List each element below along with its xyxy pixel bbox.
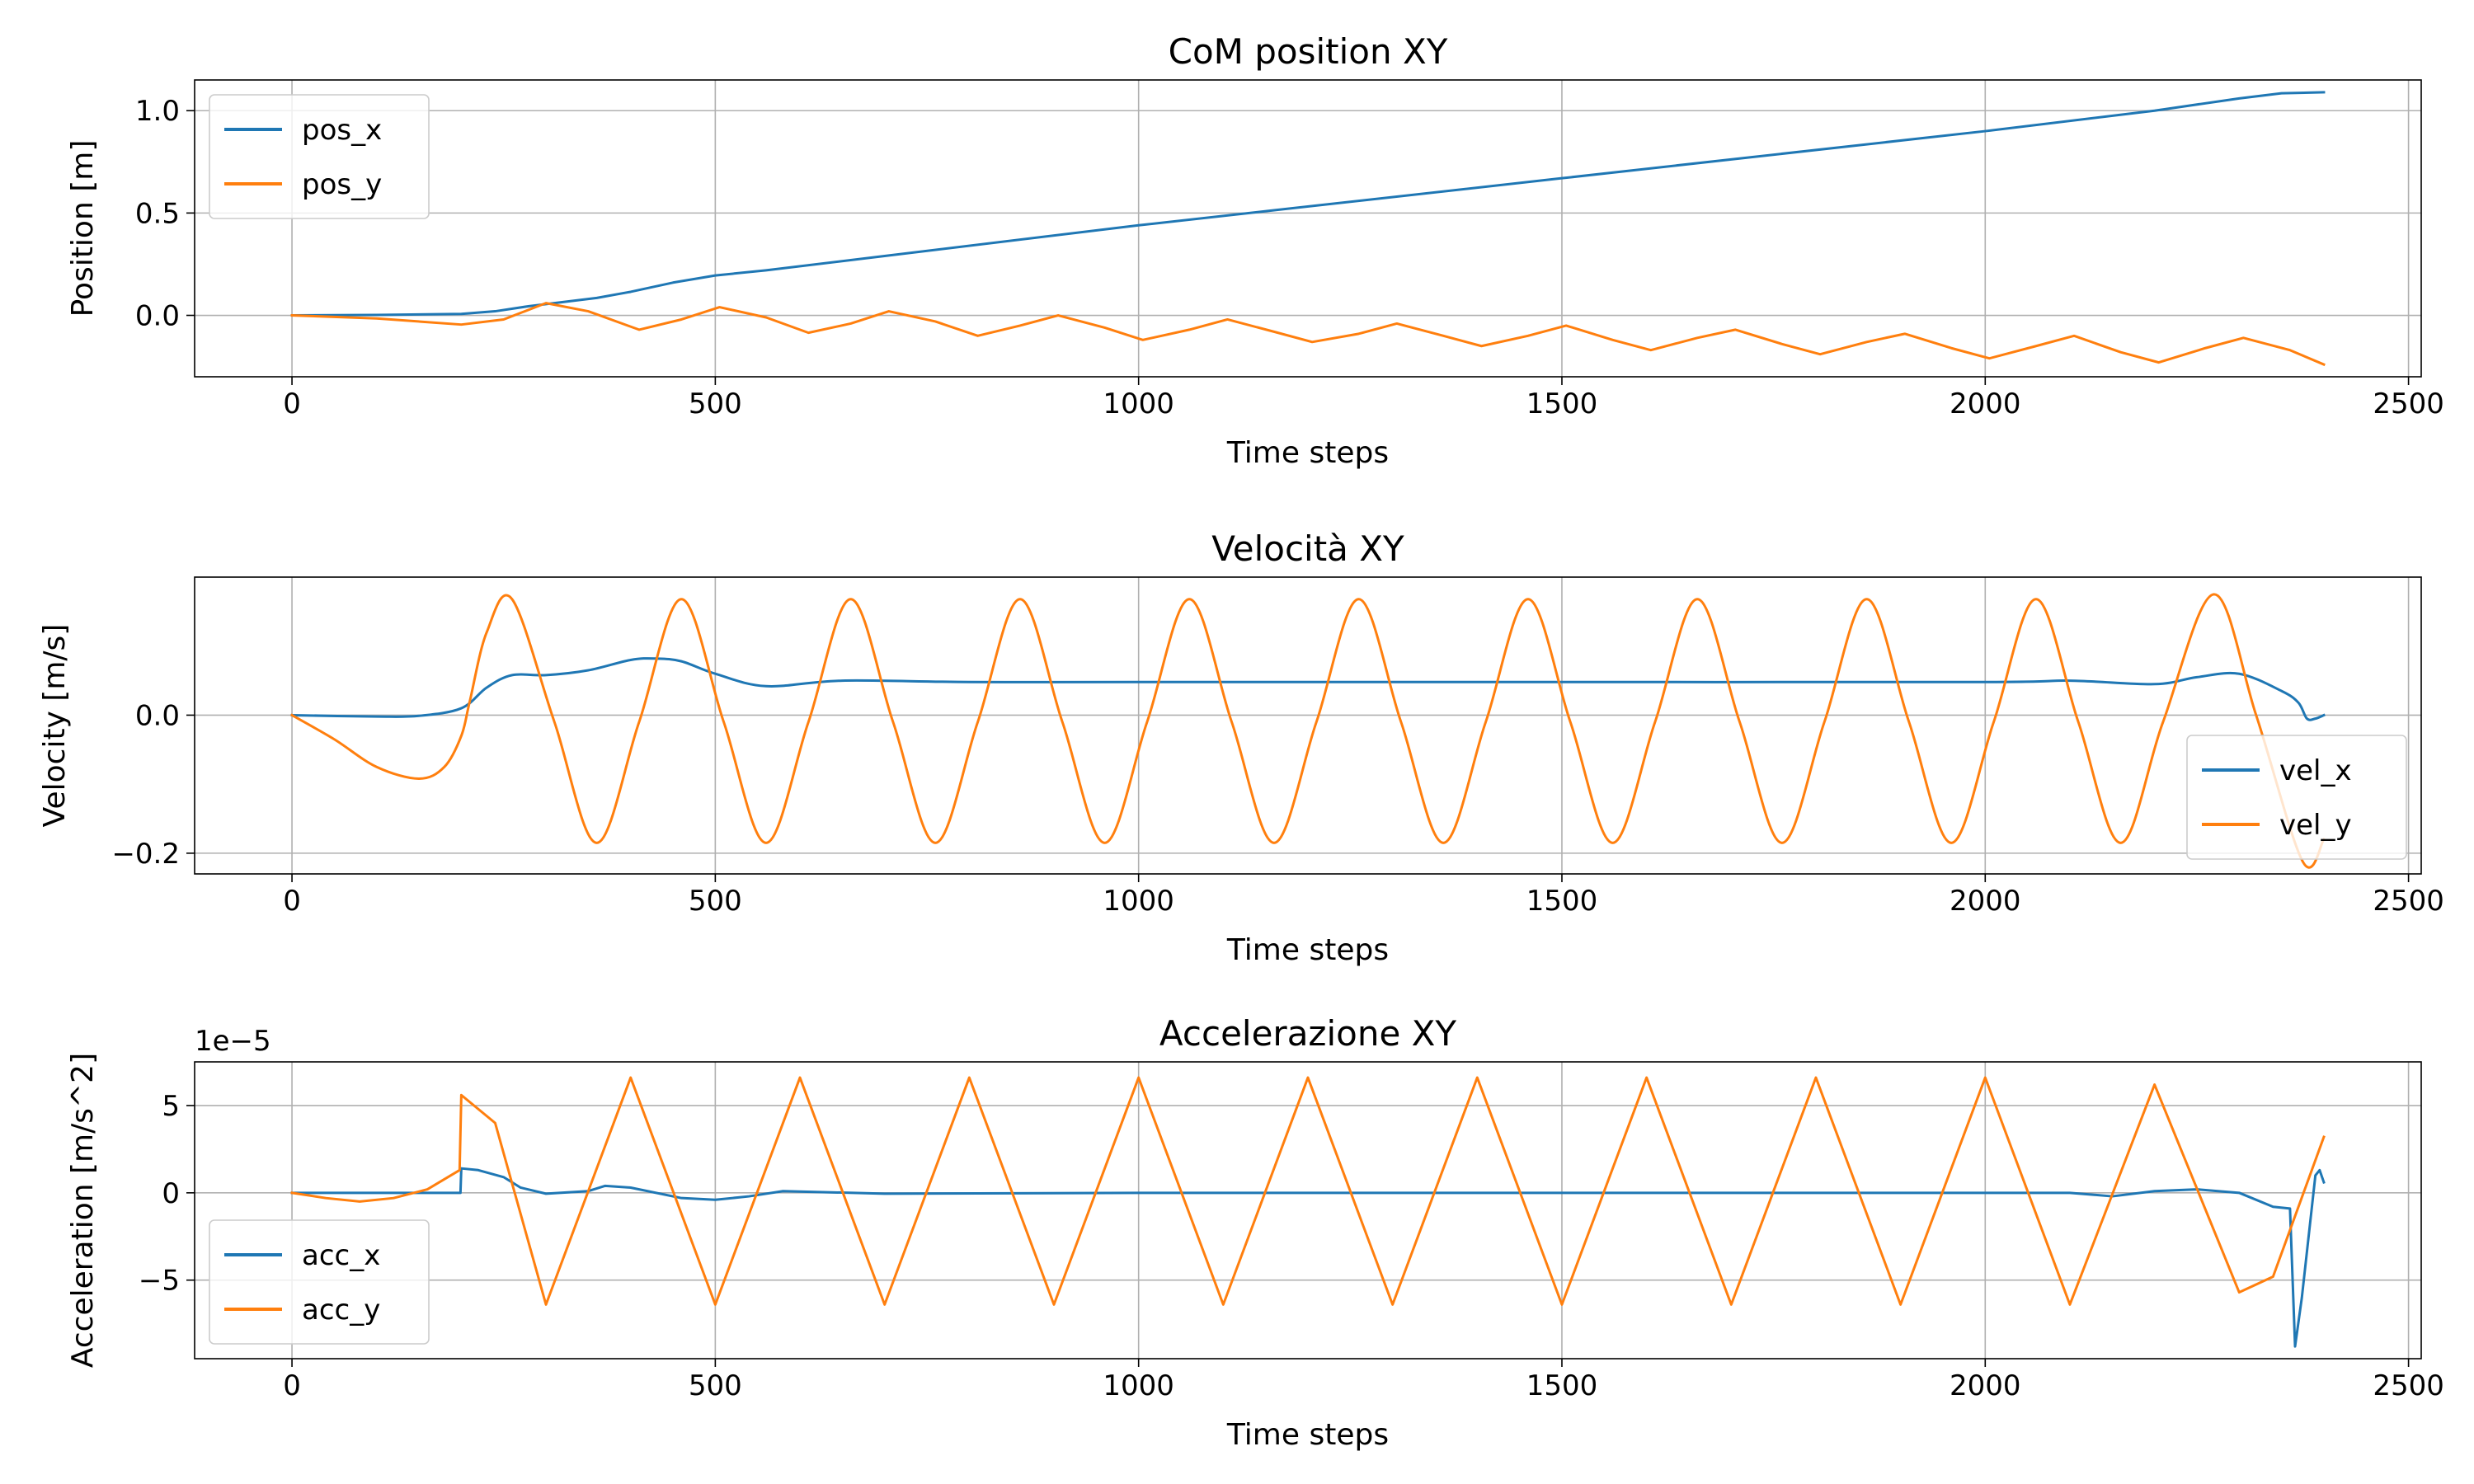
x-tick-label: 2000 bbox=[1950, 387, 2021, 420]
legend: pos_x pos_y bbox=[209, 94, 430, 219]
legend-box bbox=[2186, 735, 2407, 860]
x-tick-label: 2000 bbox=[1950, 885, 2021, 918]
x-tick-label: 1500 bbox=[1526, 387, 1598, 420]
series-line-vel_y bbox=[290, 593, 2326, 869]
x-tick-label: 500 bbox=[689, 885, 742, 918]
y-tick-label: 0.5 bbox=[135, 197, 180, 230]
series-line-acc_x bbox=[290, 1167, 2326, 1348]
x-tick-label: 1000 bbox=[1103, 1369, 1174, 1402]
y-axis-label: Acceleration [m/s^2] bbox=[66, 1053, 100, 1368]
series-line-vel_x bbox=[290, 657, 2326, 721]
subplot-2: 0 500 1000 1500 2000 2500 −0.2 0.0 Velocità XY Ti… bbox=[38, 528, 2444, 967]
series-line-pos_y bbox=[290, 302, 2326, 367]
x-tick-label: 0 bbox=[283, 387, 301, 420]
legend-label-acc_y: acc_y bbox=[302, 1294, 380, 1327]
plot-frame bbox=[194, 1061, 2422, 1360]
chart-title: CoM position XY bbox=[1169, 31, 1448, 72]
subplot-3: 0 500 1000 1500 2000 2500 −5 0 5 1e−5 Accelerazion… bbox=[66, 1013, 2444, 1452]
legend-label-vel_y: vel_y bbox=[2279, 809, 2352, 842]
plot-frame bbox=[194, 576, 2422, 875]
series-group bbox=[290, 593, 2326, 869]
x-tick-label: 2000 bbox=[1950, 1369, 2021, 1402]
x-tick-label: 1500 bbox=[1526, 1369, 1598, 1402]
y-tick-label: 0.0 bbox=[135, 300, 180, 333]
x-tick-label: 0 bbox=[283, 885, 301, 918]
legend-box bbox=[209, 1219, 430, 1345]
series-line-pos_x bbox=[290, 91, 2326, 317]
y-tick-label: 1.0 bbox=[135, 95, 180, 128]
x-tick-label: 2500 bbox=[2373, 387, 2444, 420]
legend: acc_x acc_y bbox=[209, 1219, 430, 1345]
legend-label-vel_x: vel_x bbox=[2279, 754, 2352, 787]
chart-title: Velocità XY bbox=[1211, 528, 1404, 569]
y-tick-label: −5 bbox=[139, 1265, 180, 1298]
series-group bbox=[290, 1076, 2326, 1348]
legend-box bbox=[209, 94, 430, 219]
legend: vel_x vel_y bbox=[2186, 735, 2407, 860]
subplot-1: 0 500 1000 1500 2000 2500 0.0 0.5 1.0 CoM positio… bbox=[66, 31, 2444, 470]
x-tick-label: 500 bbox=[689, 1369, 742, 1402]
y-tick-label: 0 bbox=[162, 1177, 180, 1210]
x-tick-label: 1500 bbox=[1526, 885, 1598, 918]
x-tick-label: 2500 bbox=[2373, 885, 2444, 918]
y-axis-label: Position [m] bbox=[66, 140, 100, 317]
chart-title: Accelerazione XY bbox=[1159, 1013, 1457, 1054]
x-axis-label: Time steps bbox=[1226, 436, 1389, 470]
x-tick-label: 2500 bbox=[2373, 1369, 2444, 1402]
x-tick-label: 500 bbox=[689, 387, 742, 420]
y-axis-label: Velocity [m/s] bbox=[38, 624, 72, 828]
y-tick-label: −0.2 bbox=[111, 838, 180, 871]
x-tick-label: 0 bbox=[283, 1369, 301, 1402]
x-tick-label: 1000 bbox=[1103, 885, 1174, 918]
x-axis-label: Time steps bbox=[1226, 933, 1389, 967]
legend-label-pos_y: pos_y bbox=[302, 168, 382, 201]
grid-lines bbox=[195, 80, 2421, 377]
series-group bbox=[290, 91, 2326, 367]
series-line-acc_y bbox=[290, 1076, 2326, 1306]
y-tick-label: 5 bbox=[162, 1090, 180, 1123]
plot-frame bbox=[194, 79, 2422, 378]
x-tick-label: 1000 bbox=[1103, 387, 1174, 420]
legend-label-acc_x: acc_x bbox=[302, 1239, 380, 1272]
legend-label-pos_x: pos_x bbox=[302, 114, 382, 147]
y-offset-label: 1e−5 bbox=[195, 1025, 271, 1058]
y-tick-label: 0.0 bbox=[135, 699, 180, 732]
x-axis-label: Time steps bbox=[1226, 1418, 1389, 1452]
grid-lines bbox=[195, 577, 2421, 874]
